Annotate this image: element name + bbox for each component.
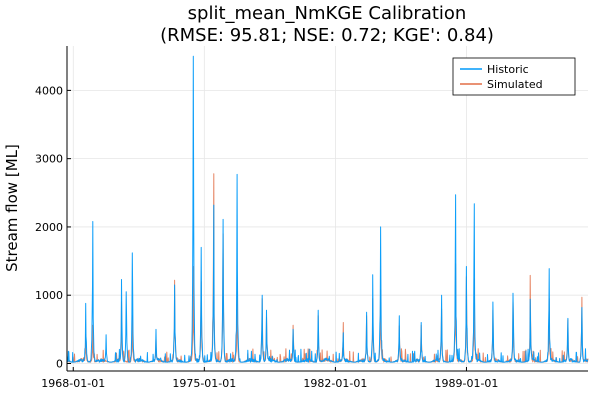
chart-title-line2: (RMSE: 95.81; NSE: 0.72; KGE': 0.84) — [160, 25, 494, 46]
series-line-historic — [66, 55, 589, 363]
legend-label-simulated: Simulated — [487, 78, 543, 91]
axes — [66, 46, 588, 372]
chart-title-line1: split_mean_NmKGE Calibration — [188, 3, 467, 24]
x-tick-label: 1989-01-01 — [434, 377, 498, 390]
legend: Historic Simulated — [452, 57, 576, 96]
y-tick-label: 2000 — [35, 221, 63, 234]
y-tick-label: 3000 — [35, 153, 63, 166]
y-axis-label: Stream flow [ML] — [3, 144, 21, 272]
series-line-simulated — [66, 173, 589, 363]
series-layer — [66, 55, 589, 363]
x-tick-label: 1982-01-01 — [303, 377, 367, 390]
y-tick-label: 0 — [56, 357, 63, 370]
x-tick-label: 1975-01-01 — [172, 377, 236, 390]
grid-lines — [67, 46, 588, 371]
y-tick-label: 4000 — [35, 84, 63, 97]
legend-label-historic: Historic — [487, 63, 529, 76]
y-tick-label: 1000 — [35, 289, 63, 302]
x-tick-label: 1968-01-01 — [41, 377, 105, 390]
legend-box — [452, 57, 576, 96]
ticks: 0 1000 2000 3000 4000 1968-01-01 1975-01-01 198… — [35, 84, 498, 390]
